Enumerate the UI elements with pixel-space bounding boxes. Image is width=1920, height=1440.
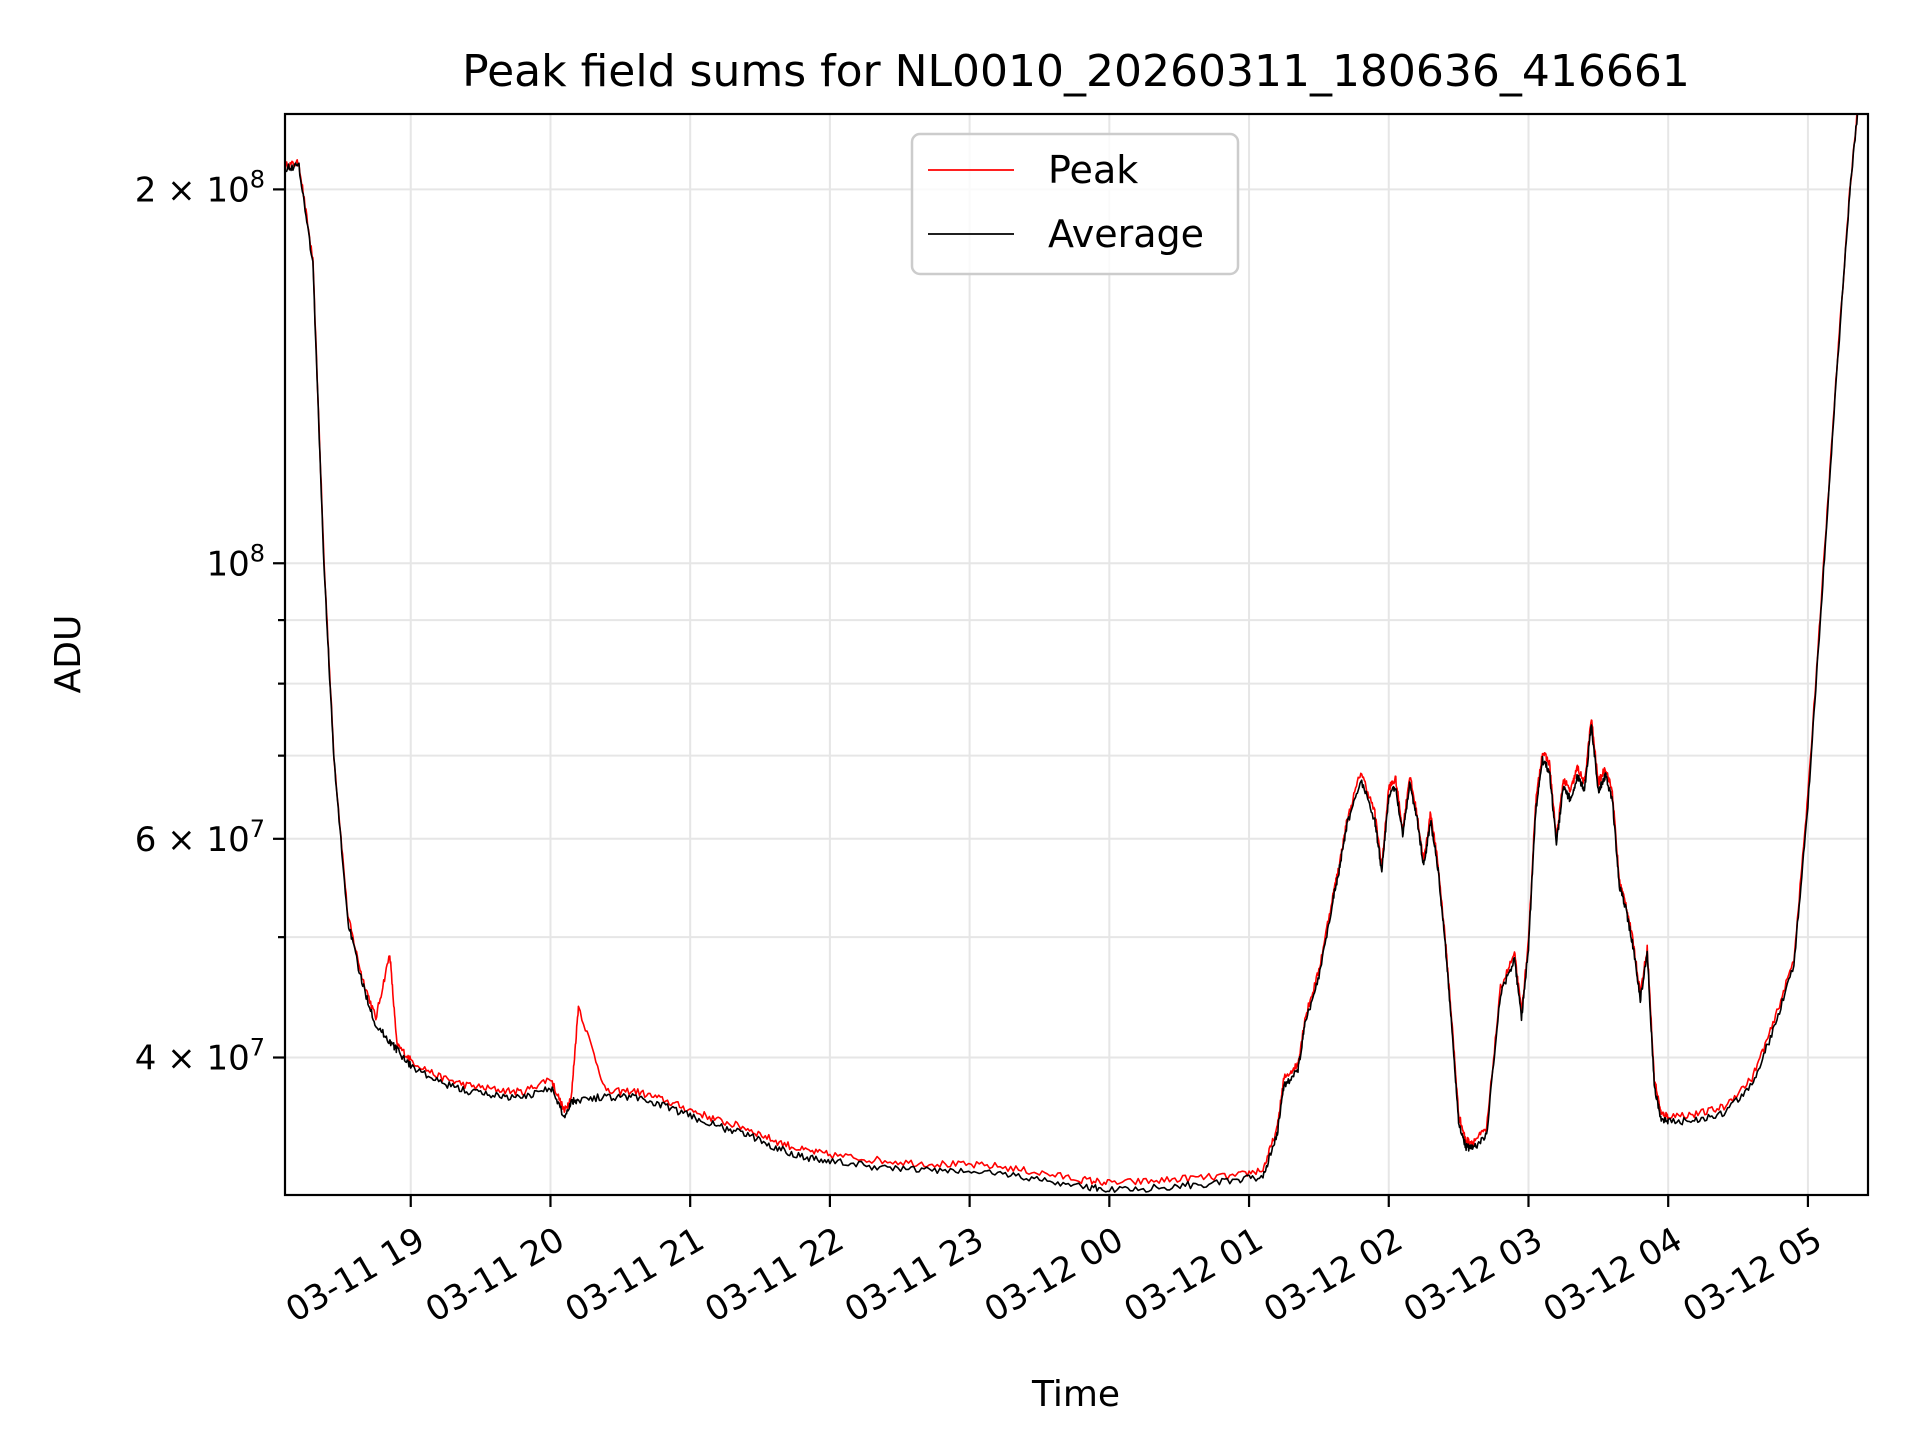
plot-area-frame — [283, 112, 1870, 1197]
y-axis: 2 × 108 108 6 × 107 4 × 107 — [135, 165, 285, 1079]
legend-label-peak: Peak — [1048, 148, 1138, 192]
y-tick-label: 2 × 108 — [135, 165, 265, 210]
series-line-average — [285, 114, 1859, 1193]
legend-label-average: Average — [1048, 212, 1204, 256]
legend: Peak Average — [910, 132, 1240, 276]
y-tick-label: 6 × 107 — [135, 815, 265, 860]
y-tick-label: 108 — [206, 539, 265, 584]
series-line-peak — [285, 114, 1858, 1186]
grid — [285, 114, 1868, 1195]
chart-title: Peak field sums for NL0010_20260311_1806… — [462, 46, 1690, 97]
series-group — [285, 114, 1859, 1193]
x-axis-label: Time — [1031, 1374, 1120, 1415]
y-axis-label: ADU — [48, 615, 89, 694]
y-tick-label: 4 × 107 — [135, 1034, 265, 1079]
legend-box — [910, 132, 1240, 276]
